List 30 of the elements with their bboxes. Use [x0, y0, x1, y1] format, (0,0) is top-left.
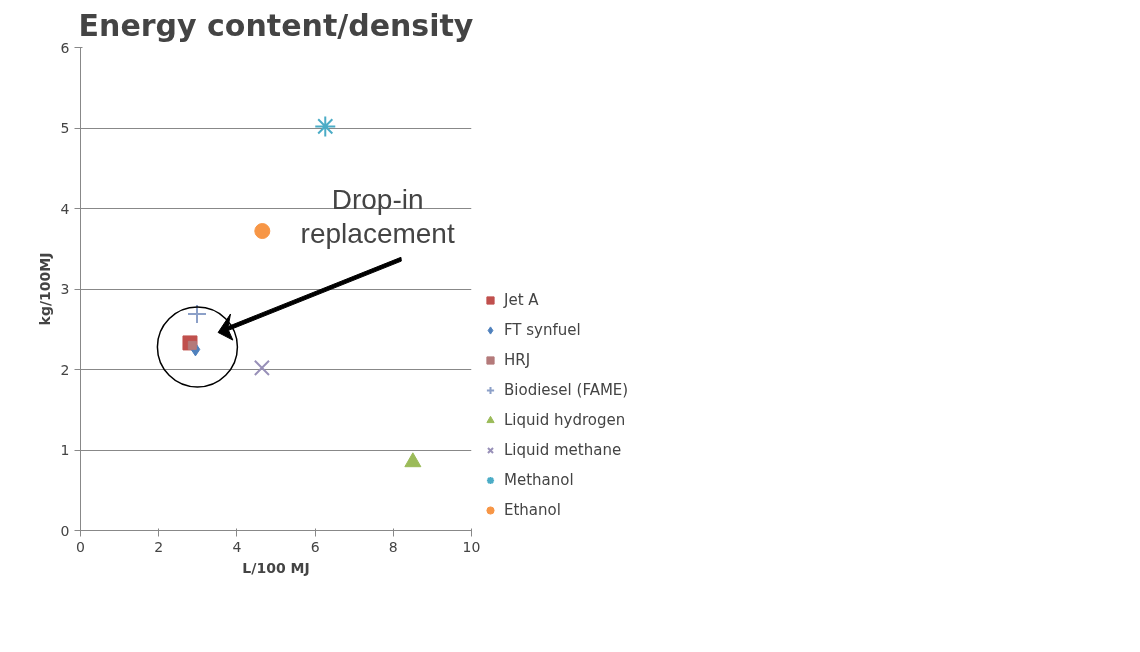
point: [314, 115, 337, 138]
annotation: Drop-in replacement: [300, 183, 455, 249]
y-tick-label: 1: [60, 442, 70, 458]
x-axis-title: L/100 MJ: [242, 559, 310, 576]
y-tick-label: 2: [60, 361, 70, 378]
legend-label: Liquid methane: [504, 441, 622, 459]
chart-title: Energy content/density: [78, 7, 474, 43]
y-tick-label: 6: [60, 39, 70, 56]
legend-label: Jet A: [504, 291, 539, 309]
x-tick-label: 8: [388, 538, 398, 555]
x-tick-label: 2: [154, 538, 164, 555]
x-tick-label: 4: [232, 538, 242, 555]
y-tick-label: 0: [60, 522, 70, 539]
legend-label: HRJ: [504, 351, 531, 369]
x-tick-label: 0: [76, 538, 85, 555]
legend-label: Methanol: [504, 471, 574, 489]
y-axis-title: kg/100MJ: [36, 252, 53, 326]
point: [187, 303, 208, 324]
legend-label: Biodiesel (FAME): [504, 381, 629, 399]
point: [404, 452, 422, 468]
point: [253, 359, 270, 376]
x-tick-label: 10: [462, 538, 481, 555]
y-tick-label: 5: [60, 120, 70, 136]
y-tick-label: 3: [60, 281, 70, 297]
legend-label: Ethanol: [504, 501, 561, 519]
legend-label: Liquid hydrogen: [504, 411, 626, 429]
y-tick-label: 4: [60, 200, 70, 217]
legend-label: FT synfuel: [504, 321, 581, 339]
x-tick-label: 6: [310, 538, 320, 555]
point: [254, 223, 271, 240]
